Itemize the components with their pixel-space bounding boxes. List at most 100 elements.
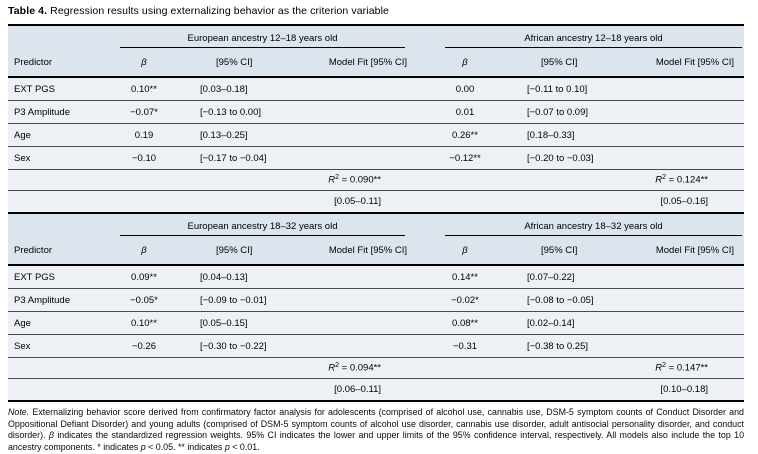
table-row-sex: Sex −0.26 [−0.30 to −0.22] −0.31 [−0.38 … (8, 335, 744, 358)
regression-table: European ancestry 12–18 years old Africa… (8, 24, 744, 402)
column-header-ci-african: [95% CI] (541, 244, 578, 256)
r-squared-ci-european: [0.05–0.11] (334, 196, 381, 207)
ci-cell-european: [0.04–0.13] (200, 271, 248, 283)
table-note: Note. Externalizing behavior score deriv… (8, 407, 744, 453)
beta-cell-african: 0.01 (455, 106, 475, 118)
table-title: Table 4. Regression results using extern… (8, 5, 744, 17)
r-squared-value: = 0.147** (666, 362, 708, 374)
column-header-modelfit-african: Model Fit [95% CI] (655, 244, 734, 256)
table-row-age: Age 0.10** [0.05–0.15] 0.08** [0.02–0.14… (8, 312, 744, 335)
note-text: < 0.05. ** indicates (145, 441, 225, 452)
r-squared-value: = 0.124** (666, 174, 708, 186)
column-header-beta-european: β (120, 245, 168, 256)
r-squared-ci-african: [0.10–0.18] (660, 384, 708, 395)
beta-cell-european: −0.07* (130, 106, 158, 118)
beta-cell-african: 0.14** (452, 271, 478, 283)
r-symbol: R (328, 362, 336, 374)
group-header-african-18-32: African ancestry 18–32 years old (445, 221, 742, 236)
r-squared-african: R2 = 0.124** (631, 174, 744, 186)
model-fit-row: R2 = 0.090** R2 = 0.124** (8, 170, 744, 191)
r-squared-european: R2 = 0.090** (324, 174, 419, 186)
model-fit-ci-row: [0.06–0.11] [0.10–0.18] (8, 379, 744, 400)
ci-cell-african: [−0.11 to 0.10] (527, 83, 588, 95)
column-header-predictor: Predictor (14, 56, 53, 68)
ci-cell-african: [−0.08 to −0.05] (527, 294, 594, 306)
column-header-modelfit-african: Model Fit [95% CI] (655, 56, 734, 68)
beta-cell-african: 0.00 (455, 83, 475, 95)
ci-cell-european: [−0.30 to −0.22] (200, 340, 267, 352)
column-header-beta-african: β (419, 57, 511, 68)
predictor-cell: EXT PGS (14, 271, 56, 283)
r-exponent: 2 (335, 362, 339, 370)
model-fit-row: R2 = 0.094** R2 = 0.147** (8, 358, 744, 379)
panel-young-adults: European ancestry 18–32 years old Africa… (8, 212, 744, 400)
ci-cell-african: [0.18–0.33] (527, 129, 575, 141)
ci-cell-european: [−0.13 to 0.00] (200, 106, 262, 118)
column-header-modelfit-european: Model Fit [95% CI] (328, 56, 407, 68)
note-beta-symbol: β (48, 430, 54, 440)
r-squared-ci-european: [0.06–0.11] (334, 384, 381, 395)
predictor-cell: EXT PGS (14, 83, 56, 95)
beta-cell-african: −0.12** (449, 152, 481, 164)
ci-cell-european: [−0.17 to −0.04] (200, 152, 267, 164)
table-caption: Regression results using externalizing b… (47, 5, 389, 17)
column-header-row: Predictor β [95% CI] Model Fit [95% CI] … (8, 236, 744, 266)
note-text: Externalizing behavior score derived fro… (8, 407, 744, 440)
predictor-cell: Sex (14, 152, 31, 164)
r-exponent: 2 (662, 174, 666, 182)
r-exponent: 2 (662, 362, 666, 370)
table-row-ext-pgs: EXT PGS 0.09** [0.04–0.13] 0.14** [0.07–… (8, 266, 744, 289)
r-squared-value: = 0.094** (339, 362, 381, 374)
ci-cell-african: [−0.38 to 0.25] (527, 340, 589, 352)
beta-cell-european: −0.10 (131, 152, 157, 164)
group-header-african-12-18: African ancestry 12–18 years old (445, 33, 742, 48)
table-row-sex: Sex −0.10 [−0.17 to −0.04] −0.12** [−0.2… (8, 147, 744, 170)
column-header-ci-european: [95% CI] (216, 56, 253, 68)
column-header-ci-european: [95% CI] (216, 244, 253, 256)
beta-cell-european: 0.10** (131, 83, 157, 95)
ci-cell-african: [−0.20 to −0.03] (527, 152, 594, 164)
table-row-ext-pgs: EXT PGS 0.10** [0.03–0.18] 0.00 [−0.11 t… (8, 78, 744, 101)
r-symbol: R (655, 174, 663, 186)
note-label: Note. (8, 407, 30, 417)
ci-cell-european: [0.13–0.25] (200, 129, 248, 141)
predictor-cell: P3 Amplitude (14, 294, 70, 306)
group-header-row: European ancestry 18–32 years old Africa… (8, 214, 744, 236)
beta-symbol: β (141, 244, 147, 256)
r-symbol: R (328, 174, 336, 186)
beta-cell-european: 0.10** (131, 317, 157, 329)
r-squared-ci-african: [0.05–0.16] (660, 196, 708, 207)
table-number-label: Table 4. (8, 5, 48, 17)
column-header-row: Predictor β [95% CI] Model Fit [95% CI] … (8, 48, 744, 78)
beta-cell-african: 0.08** (452, 317, 478, 329)
table-row-p3-amplitude: P3 Amplitude −0.07* [−0.13 to 0.00] 0.01… (8, 101, 744, 124)
group-header-row: European ancestry 12–18 years old Africa… (8, 26, 744, 48)
predictor-cell: P3 Amplitude (14, 106, 70, 118)
note-p-symbol: p (140, 441, 146, 452)
r-squared-european: R2 = 0.094** (324, 362, 419, 374)
ci-cell-african: [0.07–0.22] (527, 271, 575, 283)
table-row-p3-amplitude: P3 Amplitude −0.05* [−0.09 to −0.01] −0.… (8, 289, 744, 312)
model-fit-ci-row: [0.05–0.11] [0.05–0.16] (8, 191, 744, 212)
beta-cell-african: −0.31 (452, 340, 478, 352)
column-header-beta-african: β (419, 245, 511, 256)
group-header-european-12-18: European ancestry 12–18 years old (120, 33, 405, 48)
ci-cell-african: [0.02–0.14] (527, 317, 575, 329)
beta-symbol: β (462, 244, 468, 256)
r-squared-african: R2 = 0.147** (631, 362, 744, 374)
beta-cell-african: −0.02* (451, 294, 479, 306)
beta-cell-european: 0.09** (131, 271, 157, 283)
table-row-age: Age 0.19 [0.13–0.25] 0.26** [0.18–0.33] (8, 124, 744, 147)
group-header-european-18-32: European ancestry 18–32 years old (120, 221, 405, 236)
note-p-symbol: p (224, 441, 230, 452)
column-header-ci-african: [95% CI] (541, 56, 578, 68)
beta-cell-european: 0.19 (134, 129, 154, 141)
ci-cell-african: [−0.07 to 0.09] (527, 106, 589, 118)
r-symbol: R (655, 362, 663, 374)
ci-cell-european: [0.05–0.15] (200, 317, 248, 329)
r-squared-value: = 0.090** (339, 174, 381, 186)
column-header-predictor: Predictor (14, 244, 53, 256)
column-header-beta-european: β (120, 57, 168, 68)
predictor-cell: Age (14, 317, 31, 329)
